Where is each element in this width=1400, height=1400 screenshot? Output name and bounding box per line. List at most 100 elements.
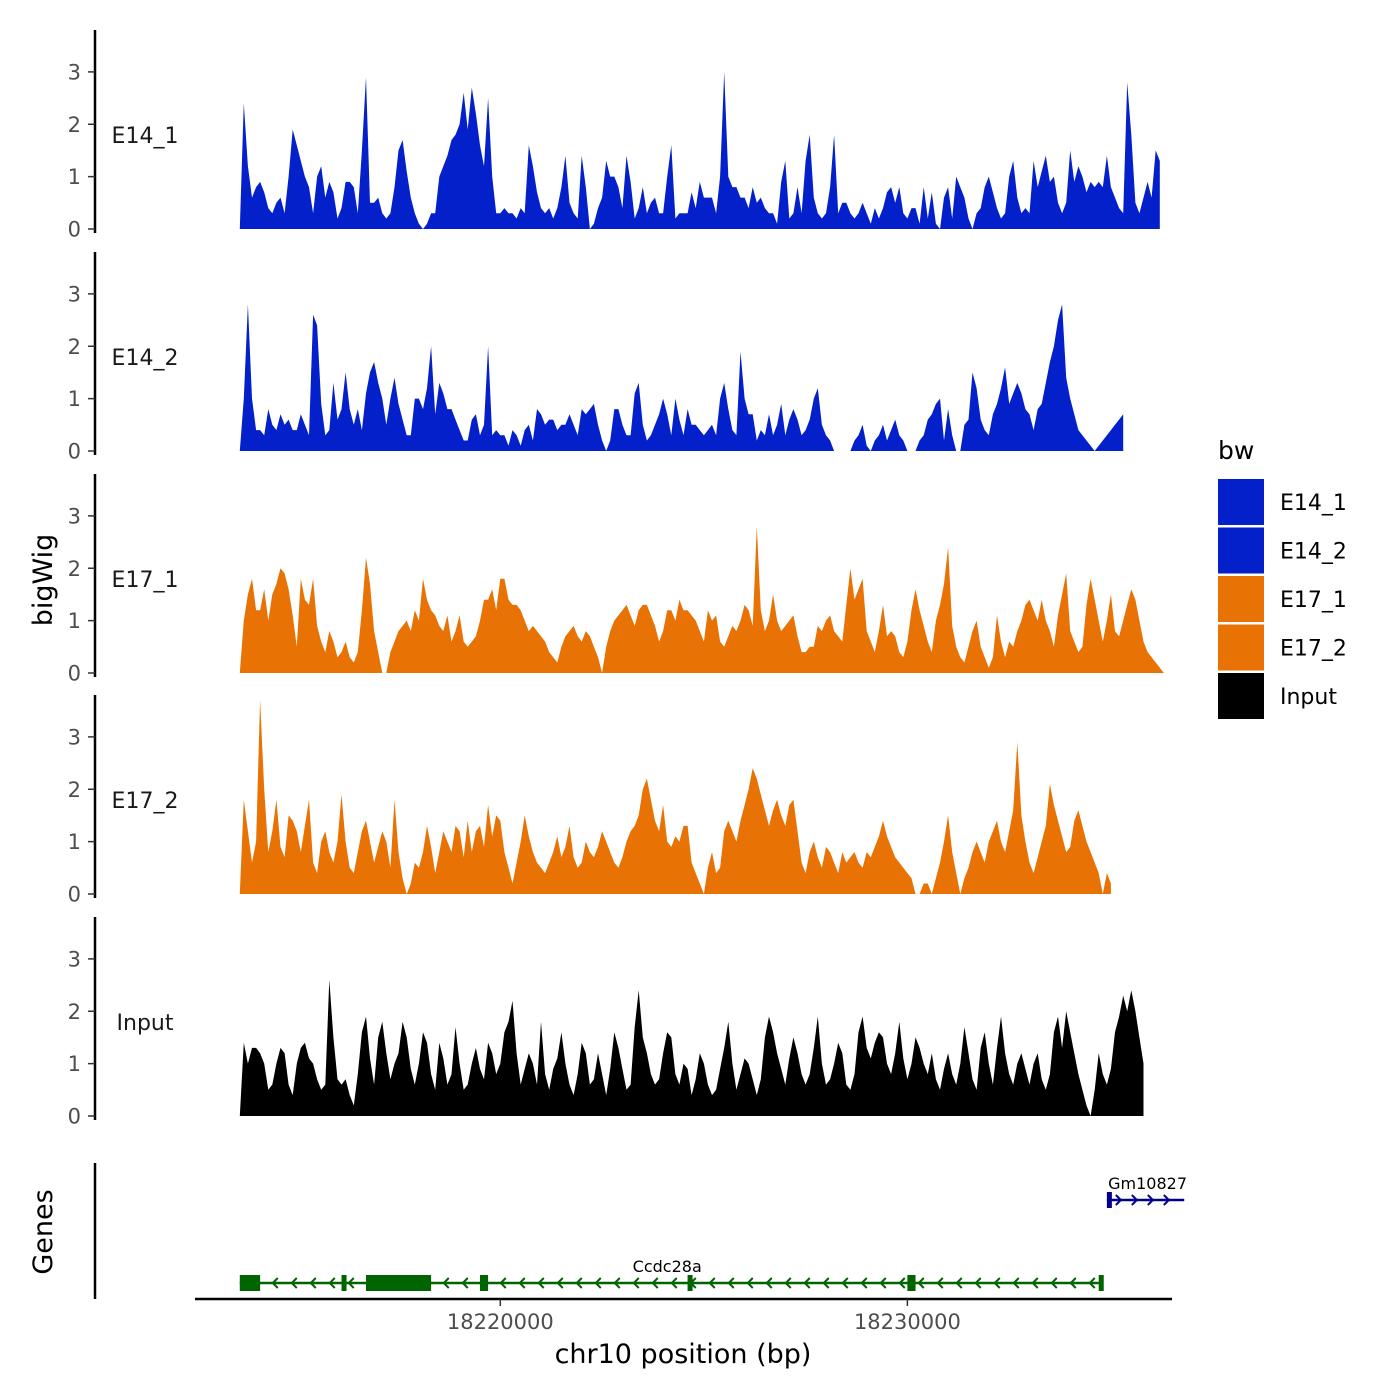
y-tick-label: 1 (68, 387, 81, 411)
strand-arrow (1115, 1194, 1123, 1206)
strand-arrow (1069, 1277, 1077, 1289)
strand-arrow (1147, 1194, 1155, 1206)
strand-arrow (822, 1277, 830, 1289)
legend-label: E14_2 (1280, 540, 1347, 565)
track-e14_2: 0 1 2 3 E14_2 (68, 252, 1124, 464)
legend-swatch (1218, 479, 1264, 525)
y-tick-label: 3 (68, 282, 81, 306)
y-tick-label: 1 (68, 830, 81, 854)
y-tick-label: 3 (68, 60, 81, 84)
y-tick-label: 1 (68, 165, 81, 189)
gene-exon (1098, 1275, 1104, 1291)
y-tick-label: 2 (68, 778, 81, 802)
gene-exon (687, 1275, 693, 1291)
y-tick-label: 0 (68, 218, 81, 242)
legend-label: Input (1280, 685, 1337, 710)
legend-label: E17_2 (1280, 637, 1347, 662)
legend-title: bw (1218, 436, 1254, 465)
strand-arrow (594, 1277, 602, 1289)
strand-arrow (290, 1277, 298, 1289)
strand-arrow (613, 1277, 621, 1289)
strand-arrow (917, 1277, 925, 1289)
track-e17_1: 0 1 2 3 E17_1 (68, 474, 1164, 686)
strand-arrow (708, 1277, 716, 1289)
y-tick-label: 3 (68, 504, 81, 528)
legend: bw E14_1 E14_2 E17_1 E17_2 Input (1218, 436, 1347, 719)
strand-arrow (461, 1277, 469, 1289)
x-axis: 18220000 18230000 (195, 1297, 1172, 1334)
strand-arrow (879, 1277, 887, 1289)
coverage-area-e17_2 (239, 700, 1111, 894)
y-tick-label: 2 (68, 113, 81, 137)
y-tick-label: 0 (68, 1105, 81, 1129)
y-tick-label: 2 (68, 557, 81, 581)
track-e14_1: 0 1 2 3 E14_1 (68, 30, 1160, 242)
gene-label: Gm10827 (1108, 1174, 1187, 1193)
strand-arrow (841, 1277, 849, 1289)
coverage-area-e14_2 (239, 304, 1124, 451)
strand-arrow (860, 1277, 868, 1289)
strand-arrow (1163, 1194, 1171, 1206)
strand-arrow (1012, 1277, 1020, 1289)
strand-arrow (670, 1277, 678, 1289)
legend-label: E17_1 (1280, 588, 1347, 613)
gene-ccdc28a: Ccdc28a (239, 1257, 1104, 1291)
track-label: E17_2 (112, 789, 179, 814)
strand-arrow (271, 1277, 279, 1289)
y-tick-label: 1 (68, 609, 81, 633)
gene-exon (341, 1275, 347, 1291)
strand-arrow (1088, 1277, 1096, 1289)
gene-panel: Genes Ccdc28a Gm10827 (28, 1163, 1187, 1299)
y-tick-label: 2 (68, 1000, 81, 1024)
legend-swatch (1218, 576, 1264, 622)
strand-arrow (499, 1277, 507, 1289)
track-input: 0 1 2 3 Input (68, 917, 1144, 1129)
x-axis-title: chr10 position (bp) (555, 1339, 812, 1370)
legend-label: E14_1 (1280, 491, 1347, 516)
strand-arrow (955, 1277, 963, 1289)
track-label: E14_1 (112, 124, 179, 149)
gene-label: Ccdc28a (633, 1257, 702, 1276)
strand-arrow (556, 1277, 564, 1289)
coverage-area-e17_1 (239, 526, 1164, 673)
gene-gm10827: Gm10827 (1106, 1174, 1187, 1208)
strand-arrow (347, 1277, 355, 1289)
strand-arrow (727, 1277, 735, 1289)
track-label: E17_1 (112, 568, 179, 593)
strand-arrow (974, 1277, 982, 1289)
strand-arrow (936, 1277, 944, 1289)
strand-arrow (328, 1277, 336, 1289)
gene-exon (1106, 1192, 1112, 1208)
strand-arrow (632, 1277, 640, 1289)
x-tick-label: 18220000 (447, 1310, 554, 1334)
strand-arrow (1031, 1277, 1039, 1289)
strand-arrow (784, 1277, 792, 1289)
y-axis-title: bigWig (28, 534, 59, 627)
gene-exon (479, 1275, 489, 1291)
gene-exon (365, 1275, 432, 1291)
y-tick-label: 3 (68, 725, 81, 749)
gene-exon (907, 1275, 916, 1291)
strand-arrow (1050, 1277, 1058, 1289)
strand-arrow (765, 1277, 773, 1289)
legend-swatch (1218, 624, 1264, 671)
strand-arrow (309, 1277, 317, 1289)
coverage-area-input (239, 979, 1144, 1116)
strand-arrow (993, 1277, 1001, 1289)
gene-exon (239, 1275, 261, 1291)
strand-arrow (442, 1277, 450, 1289)
y-tick-label: 1 (68, 1052, 81, 1076)
track-e17_2: 0 1 2 3 E17_2 (68, 695, 1111, 907)
strand-arrow (518, 1277, 526, 1289)
genes-title: Genes (28, 1189, 59, 1274)
y-tick-label: 0 (68, 662, 81, 686)
legend-swatch (1218, 673, 1264, 719)
strand-arrow (1131, 1194, 1139, 1206)
strand-arrow (746, 1277, 754, 1289)
y-tick-label: 3 (68, 947, 81, 971)
track-label: E14_2 (112, 346, 179, 371)
x-tick-label: 18230000 (854, 1310, 961, 1334)
strand-arrow (898, 1277, 906, 1289)
strand-arrow (651, 1277, 659, 1289)
